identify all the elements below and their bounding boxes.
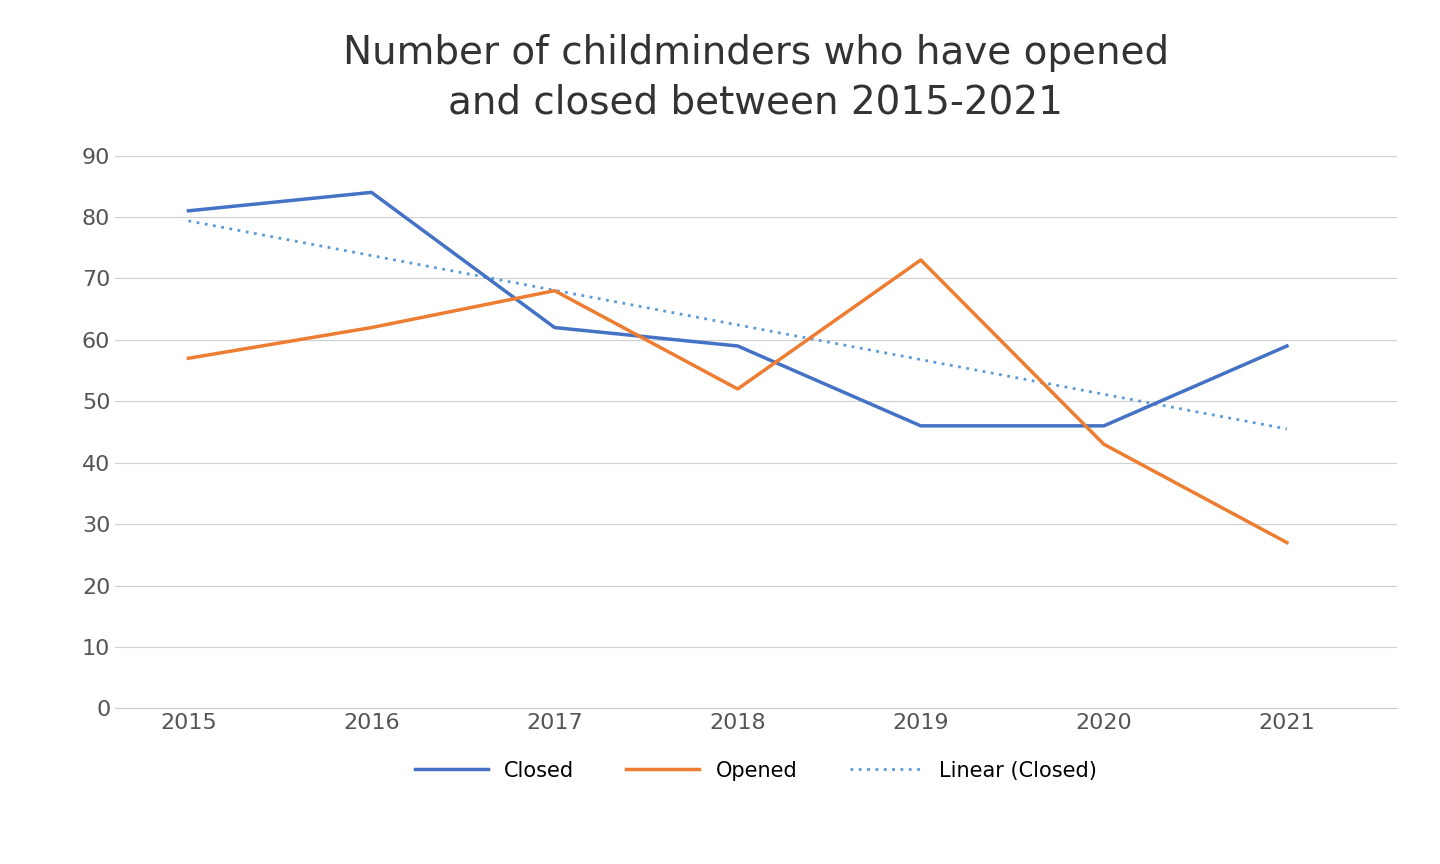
Linear (Closed) (180, 216, 197, 226)
Linear (Closed) (546, 285, 563, 295)
Title: Number of childminders who have opened
and closed between 2015-2021: Number of childminders who have opened a… (343, 34, 1169, 122)
Line: Linear (Closed): Linear (Closed) (189, 221, 1287, 429)
Opened (363, 322, 380, 333)
Closed (180, 206, 197, 216)
Linear (Closed) (1096, 389, 1113, 399)
Linear (Closed) (729, 320, 746, 330)
Opened (912, 255, 929, 265)
Opened (729, 384, 746, 394)
Linear (Closed) (363, 251, 380, 261)
Legend: Closed, Opened, Linear (Closed): Closed, Opened, Linear (Closed) (415, 760, 1097, 781)
Line: Closed: Closed (189, 193, 1287, 426)
Line: Opened: Opened (189, 260, 1287, 543)
Closed (729, 340, 746, 351)
Closed (912, 421, 929, 431)
Opened (1279, 537, 1296, 548)
Opened (180, 353, 197, 364)
Linear (Closed) (912, 354, 929, 365)
Linear (Closed) (1279, 423, 1296, 434)
Closed (1279, 340, 1296, 351)
Closed (363, 187, 380, 198)
Opened (546, 285, 563, 295)
Opened (1096, 439, 1113, 449)
Closed (546, 322, 563, 333)
Closed (1096, 421, 1113, 431)
